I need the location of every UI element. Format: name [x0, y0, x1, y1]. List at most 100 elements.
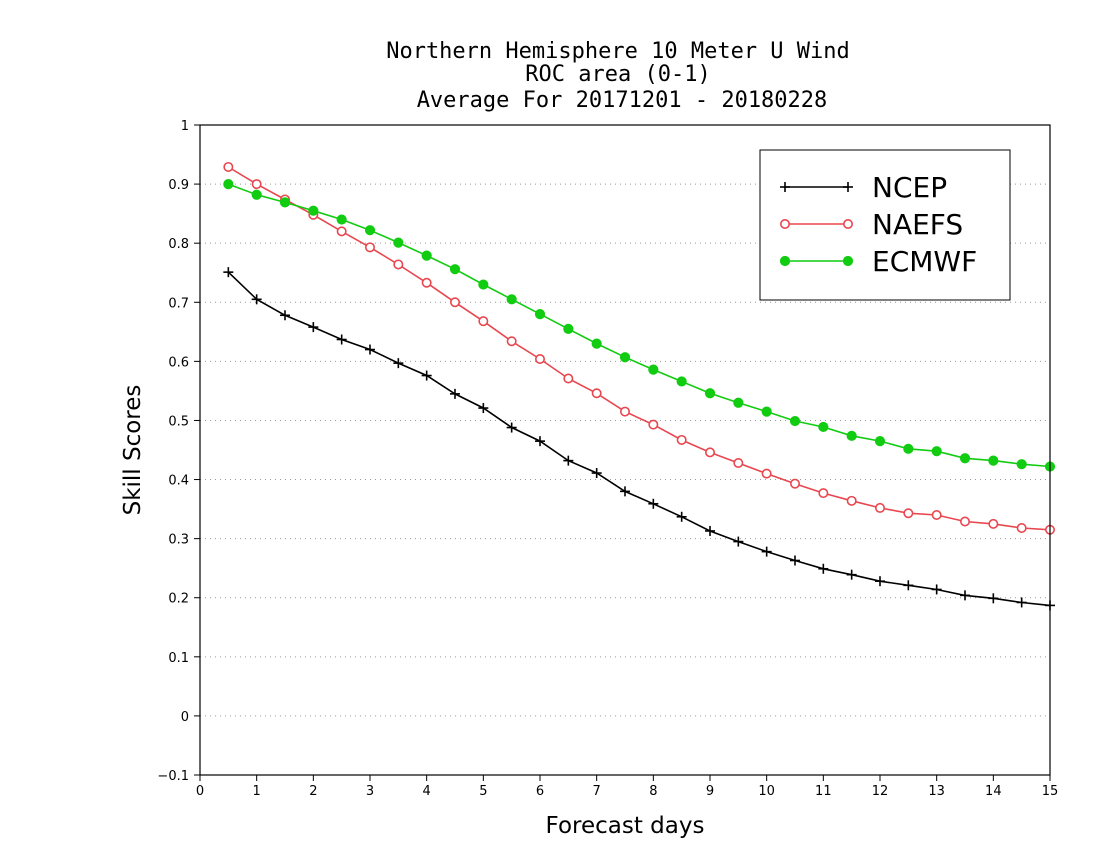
x-tick-label: 8 [649, 784, 657, 799]
data-point-ncep [506, 422, 517, 433]
x-axis-label: Forecast days [546, 813, 705, 839]
y-axis-label: Skill Scores [120, 385, 146, 516]
x-tick-label: 10 [758, 784, 775, 799]
axis-ticks: −0.100.10.20.30.40.50.60.70.80.910 1 2 3 4 5 6… [157, 119, 1058, 799]
data-point-naefs [251, 179, 262, 190]
y-tick-label: 0.5 [168, 414, 189, 429]
data-point-naefs [931, 509, 942, 520]
data-point-ecmwf [676, 376, 687, 387]
data-point-ecmwf [421, 250, 432, 261]
legend-item-ecmwf: ECMWF [779, 245, 977, 278]
legend-label-ecmwf: ECMWF [872, 245, 977, 278]
data-point-naefs [336, 226, 347, 237]
data-point-naefs [818, 488, 829, 499]
data-point-ncep [223, 267, 234, 278]
chart-title-line-2: ROC area (0-1) [525, 62, 710, 87]
data-point-ncep [393, 358, 404, 369]
y-tick-label: 1 [181, 119, 189, 134]
x-tick-label: 6 [536, 784, 544, 799]
data-point-ecmwf [761, 406, 772, 417]
data-point-ecmwf [648, 364, 659, 375]
x-tick-label: 5 [479, 784, 487, 799]
data-point-ecmwf [251, 189, 262, 200]
x-tick-label: 12 [872, 784, 889, 799]
data-point-ncep [818, 563, 829, 574]
data-point-naefs [364, 242, 375, 253]
data-point-ncep [336, 334, 347, 345]
data-point-ecmwf [988, 455, 999, 466]
x-tick-label: 4 [423, 784, 431, 799]
y-tick-label: 0.7 [168, 296, 189, 311]
data-point-naefs [223, 161, 234, 172]
data-point-ecmwf [733, 397, 744, 408]
data-point-ncep [280, 310, 290, 321]
data-point-ecmwf [223, 178, 234, 190]
data-point-naefs [421, 277, 432, 288]
data-point-ncep [931, 584, 942, 595]
legend-label-naefs: NAEFS [872, 208, 963, 241]
data-point-ecmwf [534, 308, 546, 320]
x-tick-label: 15 [1042, 784, 1059, 799]
data-point-ecmwf [1016, 459, 1027, 470]
data-point-ncep [308, 322, 319, 333]
y-tick-label: 0 [181, 710, 189, 725]
data-point-ncep [988, 593, 999, 604]
x-tick-label: 11 [815, 784, 832, 799]
data-point-ecmwf [619, 352, 631, 363]
data-point-ecmwf [308, 205, 319, 216]
data-point-naefs [846, 495, 857, 506]
series-naefs [223, 161, 1056, 535]
legend: NCEP NAEFS ECMWF [759, 149, 1011, 301]
data-point-ecmwf [279, 197, 291, 208]
plot-area-frame [199, 124, 1051, 776]
legend-item-ncep: NCEP [780, 171, 947, 204]
data-point-ecmwf [959, 453, 971, 464]
data-point-naefs [393, 259, 404, 270]
legend-box [759, 149, 1011, 301]
data-point-ncep [620, 486, 630, 497]
data-point-ncep [790, 555, 800, 566]
data-point-ncep [563, 455, 574, 466]
data-point-ncep [535, 436, 545, 447]
data-point-naefs [704, 447, 715, 458]
series-ncep [223, 267, 1055, 611]
data-point-naefs [761, 468, 772, 479]
x-tick-label: 2 [309, 784, 317, 799]
data-point-ecmwf [789, 415, 801, 427]
series-line-ncep [227, 271, 1051, 607]
x-tick-label: 13 [928, 784, 945, 799]
x-tick-label: 7 [593, 784, 601, 799]
data-point-ncep [733, 536, 744, 547]
y-tick-label: 0.9 [168, 178, 189, 193]
y-tick-label: −0.1 [157, 769, 189, 784]
data-point-ecmwf [704, 388, 716, 399]
x-tick-label: 3 [366, 784, 374, 799]
data-point-ncep [960, 590, 970, 601]
data-point-ncep [676, 511, 687, 522]
data-point-naefs [1016, 522, 1027, 533]
data-point-ecmwf [393, 237, 404, 248]
data-point-ncep [875, 576, 885, 587]
data-point-ecmwf [931, 446, 942, 457]
y-tick-label: 0.3 [168, 533, 189, 548]
data-point-ecmwf [818, 421, 829, 433]
data-point-naefs [478, 316, 489, 327]
data-point-ecmwf [903, 443, 914, 454]
data-point-naefs [591, 388, 602, 399]
data-point-naefs [733, 457, 744, 468]
data-point-ncep [1016, 597, 1027, 608]
data-point-ecmwf [364, 225, 376, 236]
data-point-naefs [563, 373, 574, 384]
data-point-ncep [421, 370, 432, 381]
data-point-naefs [959, 516, 970, 527]
data-point-ecmwf [336, 214, 347, 225]
x-tick-label: 0 [196, 784, 204, 799]
legend-marker-naefs [779, 219, 790, 230]
data-point-ecmwf [478, 279, 489, 290]
data-point-ncep [365, 344, 375, 355]
data-point-naefs [648, 419, 659, 430]
legend-marker-ecmwf [779, 255, 791, 267]
legend-marker-ecmwf [842, 255, 854, 267]
data-point-naefs [619, 406, 630, 417]
